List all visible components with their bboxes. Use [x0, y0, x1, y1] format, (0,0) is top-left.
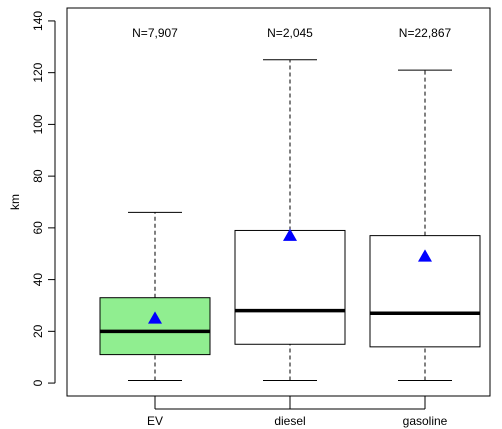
mean-marker	[148, 311, 162, 324]
plot-border	[66, 7, 491, 397]
y-tick-label: 20	[31, 324, 45, 338]
x-axis: EV diesel gasoline	[147, 396, 448, 428]
mean-marker	[418, 249, 432, 262]
y-tick-label: 40	[31, 273, 45, 287]
box-gasoline	[369, 69, 481, 381]
y-tick-label: 120	[31, 62, 45, 82]
sample-size-labels: N=7,907 N=2,045 N=22,867	[132, 26, 451, 40]
y-axis-title: km	[8, 194, 22, 210]
x-tick-label: gasoline	[403, 414, 448, 428]
y-tick-label: 60	[31, 221, 45, 235]
y-tick-label: 140	[31, 11, 45, 31]
sample-size-label: N=2,045	[267, 26, 313, 40]
sample-size-label: N=7,907	[132, 26, 178, 40]
iqr-box	[99, 297, 211, 356]
sample-size-label: N=22,867	[399, 26, 452, 40]
y-tick-label: 100	[31, 114, 45, 134]
x-tick-label: EV	[147, 414, 163, 428]
box-EV	[99, 211, 211, 381]
iqr-box	[234, 229, 346, 345]
y-tick-label: 0	[31, 379, 45, 386]
box-series	[99, 59, 481, 381]
box-diesel	[234, 59, 346, 381]
mean-marker	[283, 228, 297, 241]
x-tick-label: diesel	[274, 414, 305, 428]
y-axis: 0 20 40 60 80 100 120 140	[31, 11, 56, 386]
plot-frame	[66, 7, 491, 397]
y-tick-label: 80	[31, 169, 45, 183]
